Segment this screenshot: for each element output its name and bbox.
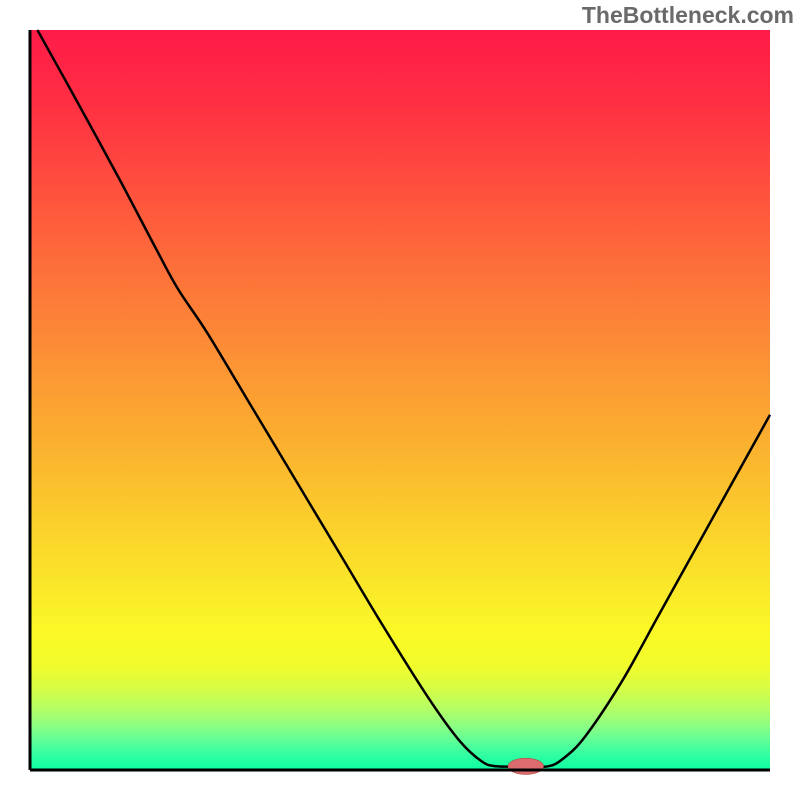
plot-background <box>30 30 770 770</box>
bottleneck-chart <box>0 0 800 800</box>
watermark-label: TheBottleneck.com <box>582 2 794 29</box>
chart-container: TheBottleneck.com <box>0 0 800 800</box>
optimal-marker <box>508 758 544 774</box>
